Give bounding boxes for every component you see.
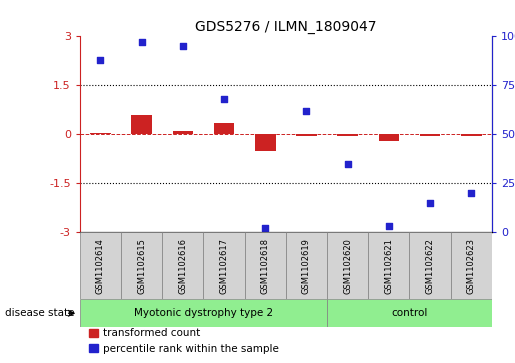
FancyBboxPatch shape: [409, 232, 451, 299]
FancyBboxPatch shape: [327, 232, 368, 299]
FancyBboxPatch shape: [245, 232, 286, 299]
Point: [302, 108, 311, 114]
Text: control: control: [391, 308, 427, 318]
Text: GSM1102615: GSM1102615: [137, 238, 146, 294]
FancyBboxPatch shape: [451, 232, 492, 299]
Bar: [296, 134, 317, 136]
Text: GSM1102614: GSM1102614: [96, 238, 105, 294]
Point: [467, 190, 475, 196]
Point: [179, 43, 187, 49]
Bar: [379, 134, 399, 141]
Text: GSM1102620: GSM1102620: [343, 238, 352, 294]
Point: [385, 224, 393, 229]
Bar: [255, 134, 276, 151]
Bar: [461, 134, 482, 136]
Point: [220, 96, 228, 102]
Bar: [420, 134, 440, 136]
Text: GSM1102623: GSM1102623: [467, 238, 476, 294]
Title: GDS5276 / ILMN_1809047: GDS5276 / ILMN_1809047: [195, 20, 376, 34]
Text: GSM1102617: GSM1102617: [219, 238, 229, 294]
FancyBboxPatch shape: [286, 232, 327, 299]
Bar: [214, 123, 234, 134]
FancyBboxPatch shape: [203, 232, 245, 299]
FancyBboxPatch shape: [121, 232, 162, 299]
FancyBboxPatch shape: [162, 232, 203, 299]
Bar: [131, 115, 152, 134]
Point: [426, 200, 434, 206]
Text: GSM1102622: GSM1102622: [425, 238, 435, 294]
FancyBboxPatch shape: [80, 299, 327, 327]
Point: [261, 225, 269, 231]
Text: GSM1102621: GSM1102621: [384, 238, 393, 294]
FancyBboxPatch shape: [327, 299, 492, 327]
Point: [344, 161, 352, 167]
FancyBboxPatch shape: [80, 232, 121, 299]
Point: [96, 57, 105, 63]
Point: [138, 39, 146, 45]
Bar: [337, 134, 358, 136]
Text: disease state: disease state: [5, 308, 75, 318]
FancyBboxPatch shape: [368, 232, 409, 299]
Bar: [173, 131, 193, 134]
Legend: transformed count, percentile rank within the sample: transformed count, percentile rank withi…: [85, 324, 283, 358]
Text: Myotonic dystrophy type 2: Myotonic dystrophy type 2: [134, 308, 273, 318]
Text: GSM1102616: GSM1102616: [178, 238, 187, 294]
Text: GSM1102618: GSM1102618: [261, 238, 270, 294]
Bar: [90, 133, 111, 134]
Text: GSM1102619: GSM1102619: [302, 238, 311, 294]
